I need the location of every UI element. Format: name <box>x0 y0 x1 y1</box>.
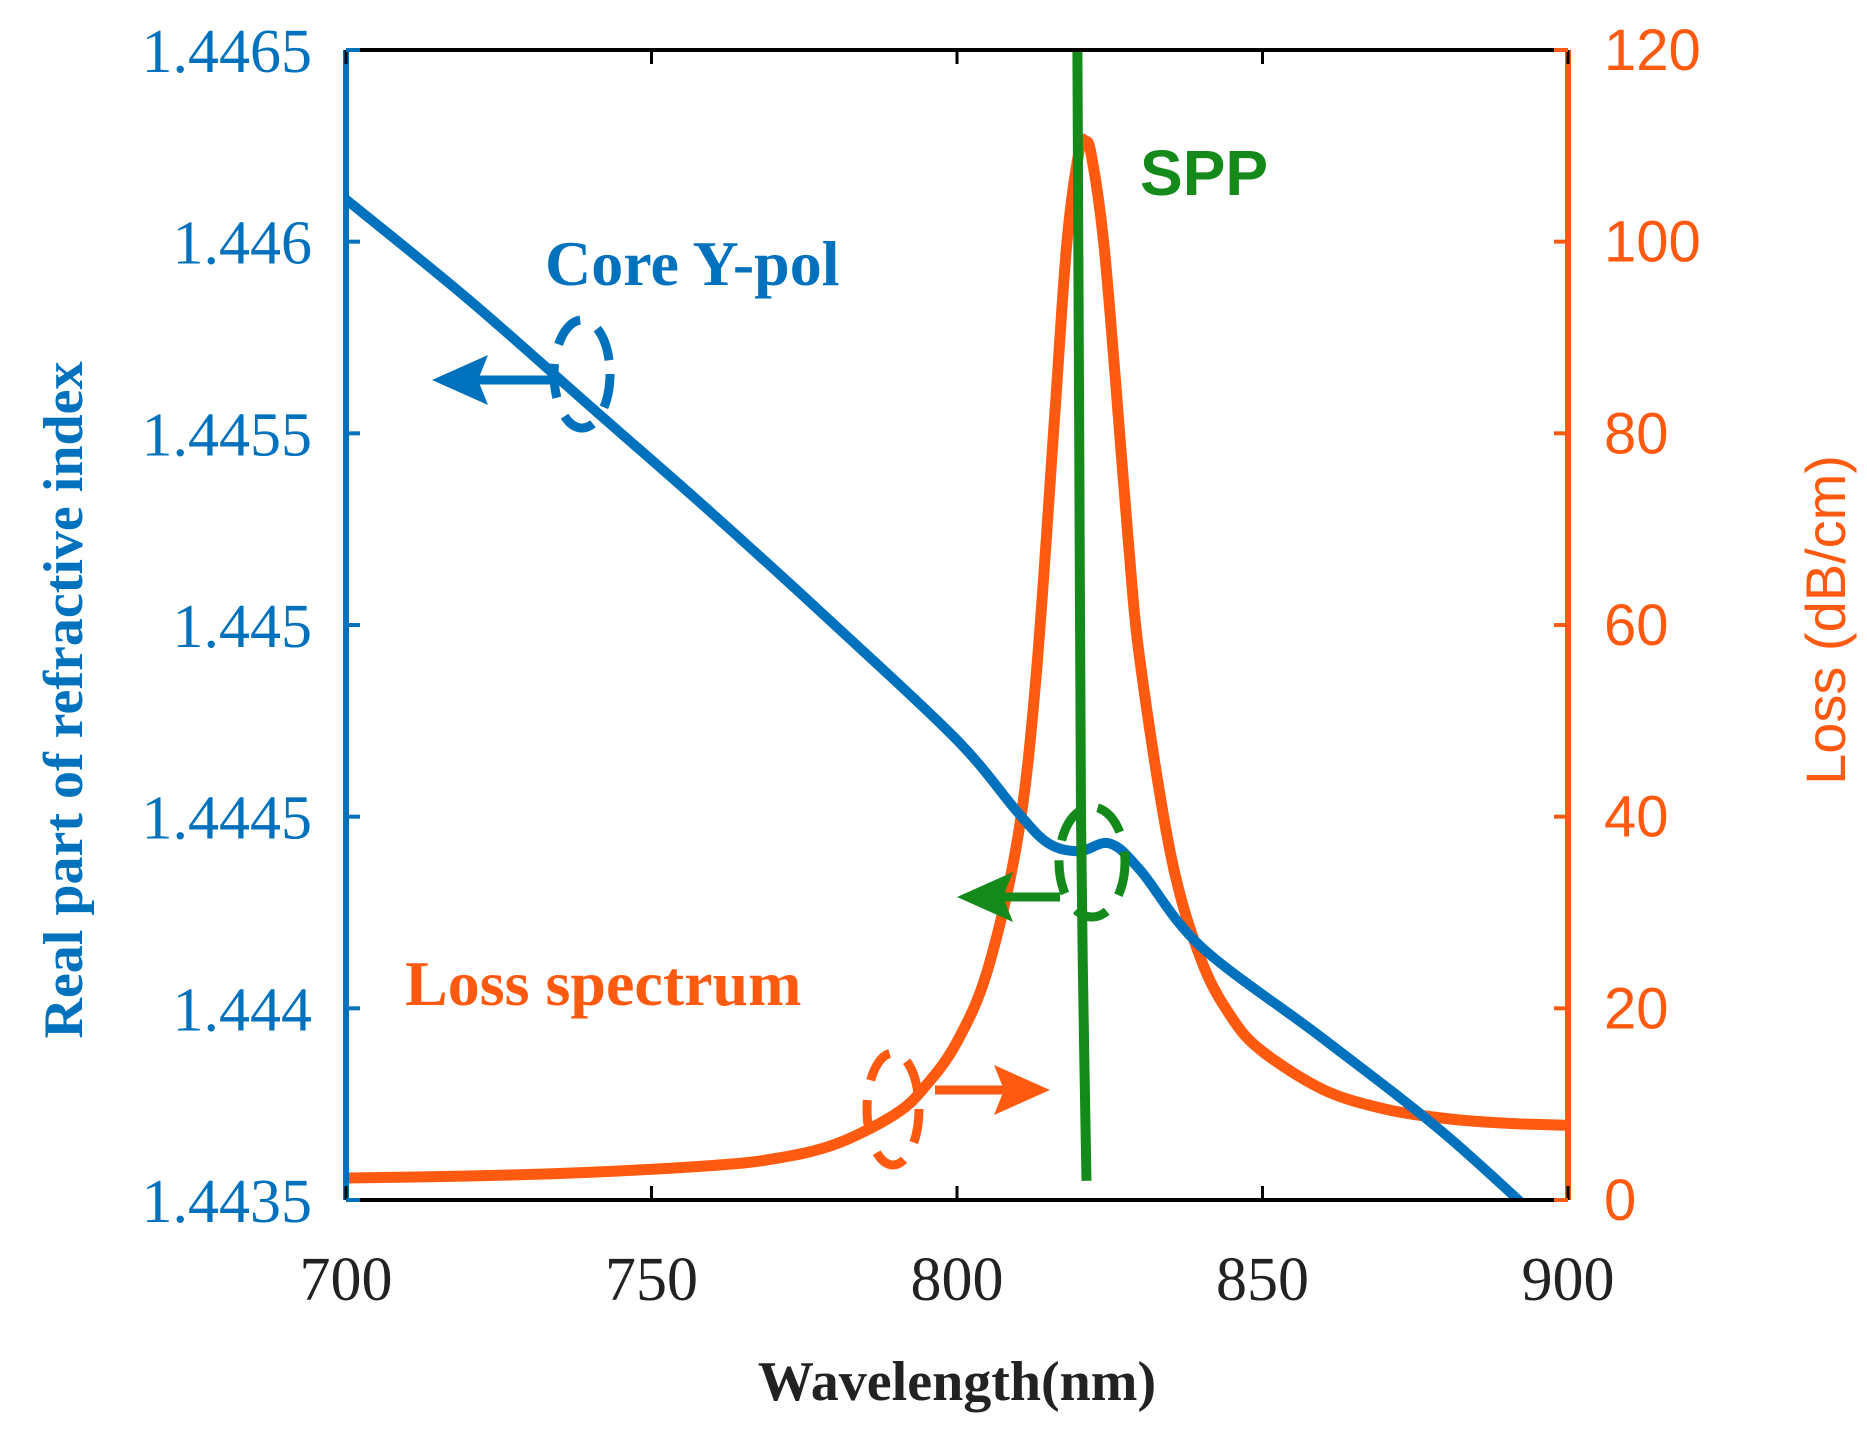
core-y-pol-line <box>346 195 1526 1200</box>
spp-dashed-ellipse <box>1054 802 1130 922</box>
core-y-pol-indicator <box>432 315 615 433</box>
right-tick-label: 80 <box>1604 401 1669 466</box>
x-tick-label: 700 <box>300 1246 393 1314</box>
left-tick-label: 1.4455 <box>142 401 313 469</box>
spp-indicator <box>957 802 1130 922</box>
core-dashed-ellipse <box>549 315 615 433</box>
right-tick-label: 20 <box>1604 976 1669 1041</box>
core-y-pol-label: Core Y-pol <box>545 228 840 299</box>
x-tick-label: 850 <box>1216 1246 1309 1314</box>
right-tick-label: 100 <box>1604 210 1701 275</box>
left-tick-label: 1.4465 <box>142 18 313 86</box>
x-axis-ticks: 700 750 800 850 900 <box>300 50 1615 1314</box>
left-tick-label: 1.4435 <box>142 1168 313 1236</box>
x-axis-title: Wavelength(nm) <box>758 1351 1156 1413</box>
spp-label: SPP <box>1140 137 1268 209</box>
loss-dashed-ellipse <box>862 1048 924 1170</box>
right-tick-label: 0 <box>1604 1168 1636 1233</box>
right-axis-ticks: 0 20 40 60 80 100 120 <box>1554 18 1701 1233</box>
spp-line <box>1072 50 1092 1181</box>
left-axis-title: Real part of refractive index <box>33 362 95 1039</box>
core-arrow-head <box>432 355 488 405</box>
loss-arrow-head <box>994 1065 1050 1115</box>
loss-spectrum-label: Loss spectrum <box>405 948 801 1019</box>
x-tick-label: 800 <box>911 1246 1004 1314</box>
left-tick-label: 1.446 <box>173 210 313 278</box>
right-axis-title: Loss (dB/cm) <box>1794 455 1857 785</box>
right-tick-label: 120 <box>1604 18 1701 83</box>
loss-spectrum-line <box>346 133 1568 1184</box>
loss-indicator <box>862 1048 1050 1170</box>
spp-arrow-head <box>957 872 1013 922</box>
left-tick-label: 1.4445 <box>142 785 313 853</box>
right-tick-label: 60 <box>1604 593 1669 658</box>
x-tick-label: 900 <box>1522 1246 1615 1314</box>
left-axis-ticks: 1.4435 1.444 1.4445 1.445 1.4455 1.446 1.4465 <box>142 18 360 1236</box>
right-tick-label: 40 <box>1604 785 1669 850</box>
left-tick-label: 1.444 <box>173 976 313 1044</box>
x-tick-label: 750 <box>605 1246 698 1314</box>
left-tick-label: 1.445 <box>173 593 313 661</box>
